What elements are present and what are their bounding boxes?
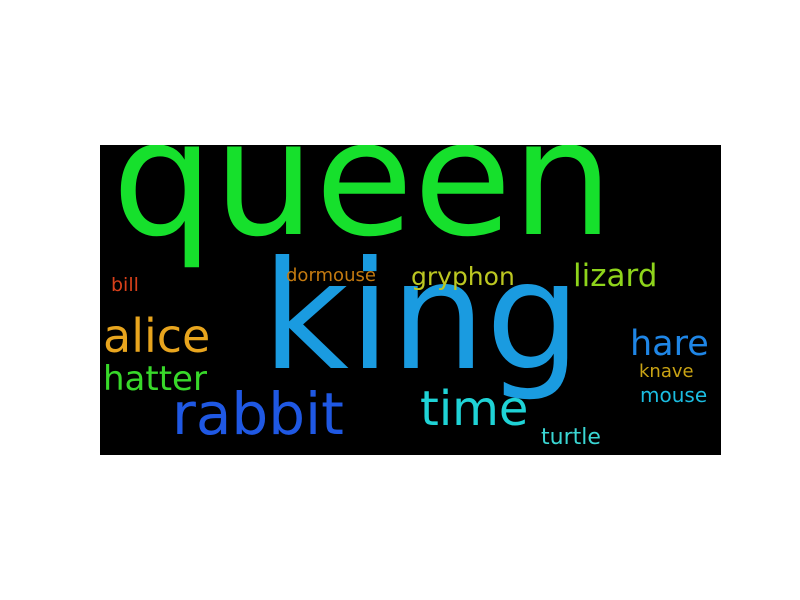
word-queen: queen — [112, 145, 614, 272]
word-dormouse: dormouse — [286, 265, 376, 286]
word-hare: hare — [630, 324, 709, 364]
word-turtle: turtle — [541, 425, 601, 450]
word-bill: bill — [111, 274, 139, 296]
word-king: king — [262, 230, 581, 404]
word-gryphon: gryphon — [411, 262, 515, 291]
word-knave: knave — [639, 361, 694, 382]
word-mouse: mouse — [640, 383, 708, 407]
word-rabbit: rabbit — [172, 380, 344, 448]
word-lizard: lizard — [573, 258, 658, 294]
word-cloud: queen king rabbit time alice hatter hare… — [100, 145, 721, 455]
word-time: time — [420, 381, 529, 437]
word-alice: alice — [103, 309, 211, 363]
word-hatter: hatter — [103, 359, 207, 399]
